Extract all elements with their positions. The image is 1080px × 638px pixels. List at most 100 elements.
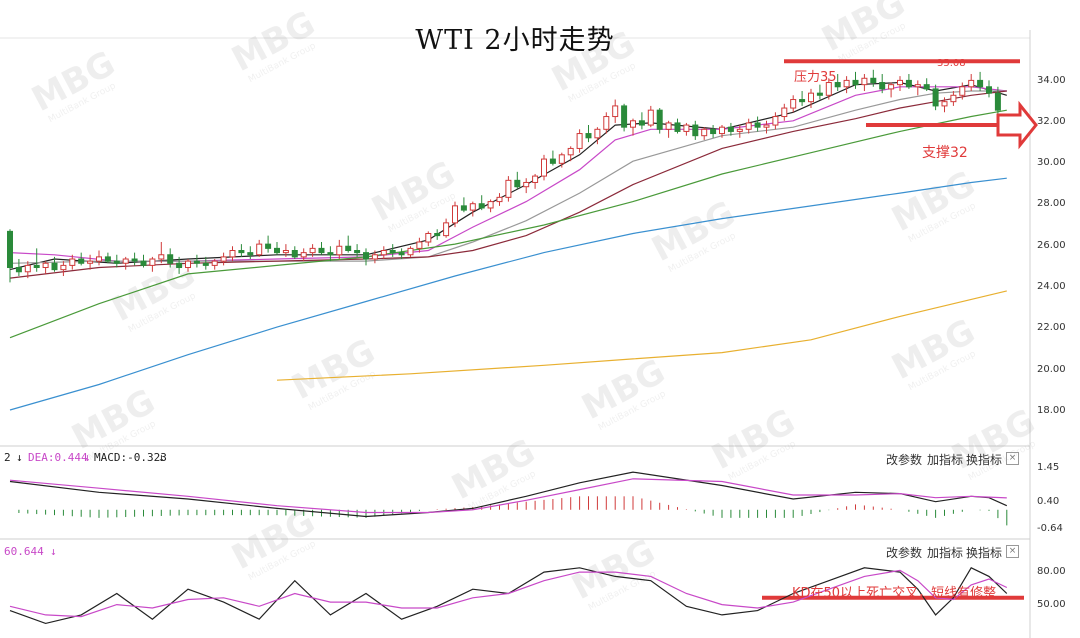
candle-body: [434, 232, 441, 237]
ytick-main: 30.00: [1037, 157, 1066, 168]
ytick-main: 28.00: [1037, 198, 1066, 209]
candle-body: [416, 241, 423, 249]
kd-arrow-icon: ↓: [50, 545, 57, 558]
candle-body: [683, 124, 690, 132]
candle-body: [69, 258, 76, 266]
candle-body: [238, 250, 245, 254]
candle-body: [398, 252, 405, 256]
candle-body: [567, 147, 574, 156]
candle-body: [167, 254, 174, 264]
edit-params-button[interactable]: 改参数: [886, 546, 923, 560]
add-indicator-button[interactable]: 加指标: [927, 453, 964, 467]
candle-body: [318, 247, 325, 254]
candle-body: [719, 126, 725, 135]
ytick-main: 24.00: [1037, 281, 1066, 292]
candle-body: [585, 133, 592, 139]
ytick-main: 26.00: [1037, 240, 1066, 251]
candle-body: [131, 258, 138, 262]
candle-body: [24, 264, 31, 273]
candle-body: [202, 262, 209, 266]
candle-body: [932, 88, 939, 107]
ma-line-ma-120: [9, 177, 1007, 411]
candle-body: [549, 158, 556, 164]
candle-body: [193, 260, 200, 264]
candle-body: [576, 133, 583, 149]
candle-body: [185, 260, 191, 269]
candle-body: [87, 260, 94, 264]
candle-body: [781, 107, 788, 118]
candle-body: [968, 79, 975, 88]
candlestick-series: [7, 69, 1001, 283]
candle-body: [532, 175, 539, 183]
candle-body: [282, 250, 289, 254]
candle-body: [487, 201, 494, 209]
macd-line-dea: [9, 478, 1007, 514]
candle-body: [656, 109, 663, 130]
kd-panel: [9, 567, 1024, 625]
candle-body: [265, 243, 272, 249]
ytick-macd: 0.40: [1037, 496, 1060, 507]
candle-body: [505, 179, 512, 198]
edit-params-button[interactable]: 改参数: [886, 453, 923, 467]
candle-body: [176, 262, 183, 269]
ma-line-ma-fast: [9, 81, 1007, 271]
candle-body: [603, 116, 610, 130]
candle-body: [211, 260, 218, 266]
ytick-main: 32.00: [1037, 116, 1066, 127]
candle-body: [247, 252, 254, 256]
candle-body: [665, 122, 672, 130]
candle-body: [389, 250, 396, 254]
close-icon[interactable]: ×: [1006, 545, 1019, 558]
candle-body: [897, 79, 903, 86]
candle-body: [710, 128, 717, 135]
candle-body: [736, 128, 743, 132]
switch-indicator-button[interactable]: 换指标: [966, 546, 1003, 560]
add-indicator-button[interactable]: 加指标: [927, 546, 964, 560]
macd-arrow-icon: ↓: [16, 451, 23, 464]
candle-body: [754, 122, 761, 128]
candle-body: [380, 250, 387, 256]
macd-line-dif: [9, 471, 1008, 518]
candle-body: [469, 203, 476, 211]
candle-body: [638, 120, 645, 126]
candle-body: [808, 92, 814, 103]
main-moving-averages: [9, 81, 1007, 411]
kd-header-value: 60.644: [4, 545, 44, 558]
candle-body: [407, 247, 414, 256]
candle-body: [300, 252, 307, 258]
candle-body: [220, 256, 227, 262]
candle-body: [7, 230, 13, 269]
candle-body: [229, 250, 236, 258]
candle-body: [336, 245, 343, 256]
ma-line-ma-60: [9, 109, 1007, 339]
candle-body: [122, 258, 129, 264]
kd-annotation: KD在50以上死亡交叉，短线有修整: [792, 586, 997, 601]
candle-body: [621, 105, 628, 128]
candle-body: [994, 92, 1001, 111]
grid-lines: [0, 30, 1031, 638]
ytick-macd: -0.64: [1037, 523, 1063, 534]
candle-body: [158, 254, 165, 260]
candle-body: [478, 203, 485, 209]
candle-body: [799, 99, 806, 103]
candle-body: [523, 181, 530, 188]
candle-body: [78, 258, 85, 264]
candle-body: [763, 124, 770, 128]
candle-body: [905, 79, 912, 88]
candle-body: [443, 222, 450, 237]
candle-body: [843, 79, 850, 88]
candle-body: [861, 77, 868, 86]
candle-body: [51, 262, 58, 271]
main-annotations: [784, 59, 1038, 150]
candle-body: [104, 256, 111, 262]
switch-indicator-button[interactable]: 换指标: [966, 453, 1003, 467]
candle-body: [425, 232, 432, 243]
resistance-label: 压力35: [794, 70, 837, 85]
close-icon[interactable]: ×: [1006, 452, 1019, 465]
candle-body: [96, 256, 102, 262]
ytick-main: 34.00: [1037, 75, 1066, 86]
candle-body: [852, 79, 859, 86]
candle-body: [986, 86, 992, 94]
ytick-kd: 80.00: [1037, 566, 1066, 577]
candle-body: [834, 82, 841, 88]
